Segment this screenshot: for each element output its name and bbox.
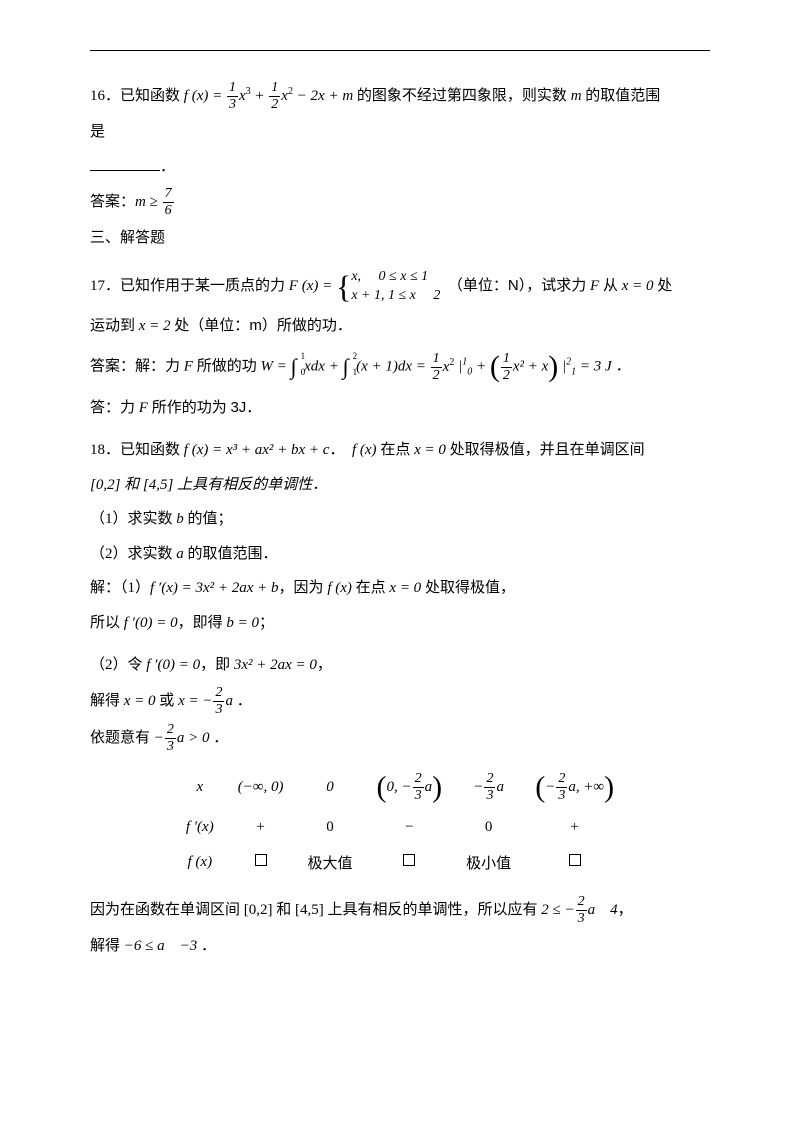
frac-2-3-c: 23	[576, 895, 587, 926]
q18-line2: [0,2] 和 [4,5] 上具有相反的单调性．	[90, 471, 710, 500]
integral-1: ∫10	[291, 354, 297, 379]
q16-x3: x3	[239, 88, 251, 104]
arrow-box-icon	[403, 854, 415, 866]
q16-fx: f (x) =	[184, 88, 226, 104]
q16-rest: − 2x + m	[293, 88, 353, 104]
blank-underline	[90, 155, 160, 171]
piecewise: x, 0 ≤ x ≤ 1x + 1, 1 ≤ x 2	[351, 267, 440, 306]
q18-sub2: （2）求实数 a 的取值范围．	[90, 540, 710, 569]
q16-textc: 的取值范围	[582, 88, 661, 104]
q18-sol-line3: （2）令 f ′(0) = 0，即 3x² + 2ax = 0，	[90, 651, 710, 680]
answer-label: 答案：	[90, 194, 135, 210]
q16-ans-frac: 76	[163, 187, 174, 218]
q16-number: 16．	[90, 88, 120, 104]
q17-line2: 运动到 x = 2 处（单位：m）所做的功．	[90, 312, 710, 341]
table-row: f ′(x) + 0 − 0 +	[174, 811, 626, 844]
big-paren-l: (	[490, 350, 500, 383]
q17-answer-line2: 答：力 F 所作的功为 3J．	[90, 394, 710, 423]
arrow-box-icon	[569, 854, 581, 866]
q16-textb: 的图象不经过第四象限，则实数	[353, 88, 571, 104]
q16-line1: 16．已知函数 f (x) = 13x3 + 12x2 − 2x + m 的图象…	[90, 81, 710, 112]
q18-sol-line7: 解得 −6 ≤ a −3 ．	[90, 932, 710, 961]
q16-x2: x2	[281, 88, 293, 104]
q18-sol-line2: 所以 f ′(0) = 0，即得 b = 0；	[90, 609, 710, 638]
interval-cell: (0, −23a)	[365, 764, 455, 811]
q18-line1: 18．已知函数 f (x) = x³ + ax² + bx + c． f (x)…	[90, 436, 710, 465]
q16-frac1: 13	[227, 81, 238, 112]
half-frac-2: 12	[501, 352, 512, 383]
q16-ans-m: m ≥	[135, 194, 162, 210]
left-brace: {	[336, 268, 351, 304]
q17-line1: 17．已知作用于某一质点的力 F (x) = {x, 0 ≤ x ≤ 1x + …	[90, 267, 710, 306]
q17-number: 17．	[90, 278, 120, 294]
header-rule	[90, 50, 710, 51]
interval-cell: (−23a, +∞)	[523, 764, 626, 811]
q16-line2: 是	[90, 118, 710, 147]
table-head-x: x	[174, 764, 226, 811]
table-head-fx: f (x)	[174, 844, 226, 881]
table-row: f (x) 极大值 极小值	[174, 844, 626, 881]
q18-number: 18．	[90, 442, 120, 458]
q16-plus1: +	[251, 88, 269, 104]
q16-blank: ．	[90, 153, 710, 182]
q17-answer-line: 答案：解：力 F 所做的功 W = ∫10 xdx + ∫21 (x + 1)d…	[90, 346, 710, 388]
table-head-fpx: f ′(x)	[174, 811, 226, 844]
big-paren-r: )	[548, 350, 558, 383]
q18-sol-line1: 解：（1）f ′(x) = 3x² + 2ax + b，因为 f (x) 在点 …	[90, 574, 710, 603]
frac-2-3-a: 23	[213, 686, 224, 717]
q18-sol-line6: 因为在函数在单调区间 [0,2] 和 [4,5] 上具有相反的单调性，所以应有 …	[90, 895, 710, 926]
sign-table: x (−∞, 0) 0 (0, −23a) −23a (−23a, +∞) f …	[174, 764, 626, 881]
q16-answer: 答案：m ≥ 76	[90, 187, 710, 218]
q16-m: m	[571, 88, 582, 104]
q18-sub1: （1）求实数 b 的值；	[90, 505, 710, 534]
arrow-box-icon	[255, 854, 267, 866]
half-frac-1: 12	[431, 352, 442, 383]
value-cell: −23a	[454, 764, 523, 811]
integral-2: ∫21	[343, 354, 349, 379]
q16-texta: 已知函数	[120, 88, 184, 104]
section-3-heading: 三、解答题	[90, 224, 710, 253]
table-row: x (−∞, 0) 0 (0, −23a) −23a (−23a, +∞)	[174, 764, 626, 811]
frac-2-3-b: 23	[165, 723, 176, 754]
q18-sol-line5: 依题意有 −23a > 0 ．	[90, 723, 710, 754]
q16-frac2: 12	[269, 81, 280, 112]
q18-sol-line4: 解得 x = 0 或 x = −23a ．	[90, 686, 710, 717]
